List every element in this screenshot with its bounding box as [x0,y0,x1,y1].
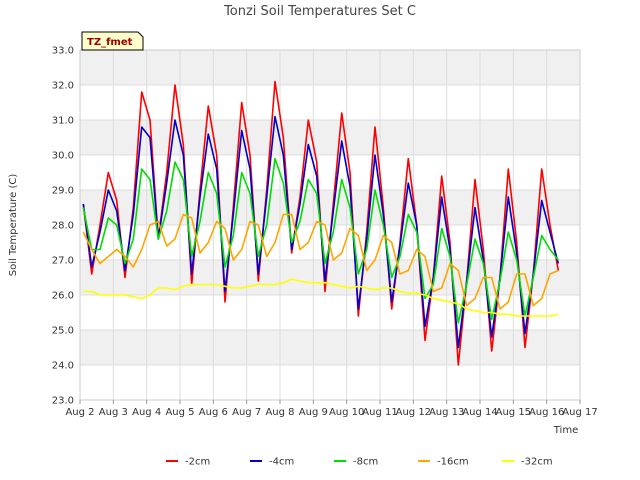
y-tick-label: 33.0 [52,46,74,57]
legend-label: -8cm [353,457,378,468]
x-tick-label: Aug 4 [132,407,161,418]
y-tick-label: 30.0 [52,151,74,162]
y-axis-label: Soil Temperature (C) [8,174,19,277]
x-tick-label: Aug 15 [496,407,531,418]
badge-label: TZ_fmet [87,37,133,48]
x-tick-label: Aug 6 [199,407,228,418]
background-band [80,260,580,295]
y-tick-label: 31.0 [52,116,74,127]
x-tick-label: Aug 11 [362,407,397,418]
y-tick-label: 25.0 [52,326,74,337]
x-tick-label: Aug 7 [232,407,261,418]
y-tick-label: 28.0 [52,221,74,232]
x-tick-label: Aug 9 [299,407,328,418]
x-tick-label: Aug 10 [329,407,364,418]
y-axis-ticks: 23.0 24.0 25.0 26.0 27.0 28.0 29.0 30.0 31.0 32.0… [52,46,74,407]
legend-label: -4cm [269,457,294,468]
x-tick-label: Aug 13 [429,407,464,418]
x-tick-label: Aug 8 [265,407,294,418]
background-band [80,365,580,400]
x-tick-label: Aug 17 [562,407,597,418]
series-line-8cm [82,157,559,324]
background-band [80,85,580,120]
series-line-16cm [82,213,559,310]
background-band [80,50,580,85]
background-band [80,295,580,330]
legend-label: -16cm [437,457,469,468]
y-tick-label: 29.0 [52,186,74,197]
x-tick-label: Aug 5 [165,407,194,418]
series-line-32cm [83,278,559,317]
background-band [80,120,580,155]
x-tick-label: Aug 2 [65,407,94,418]
y-tick-label: 32.0 [52,81,74,92]
x-tick-label: Aug 12 [396,407,431,418]
y-tick-label: 24.0 [52,361,74,372]
x-tick-label: Aug 16 [529,407,564,418]
x-tick-label: Aug 14 [462,407,497,418]
chart-title: Tonzi Soil Temperatures Set C [223,4,416,19]
x-axis-label: Time [553,425,578,436]
y-tick-label: 27.0 [52,256,74,267]
legend-label: -2cm [185,457,210,468]
series-lines [82,80,560,366]
plot-frame [79,49,581,401]
badge: TZ_fmet [81,31,144,51]
y-tick-label: 26.0 [52,291,74,302]
legend-label: -32cm [521,457,553,468]
y-tick-label: 23.0 [52,396,74,407]
background-band [80,330,580,365]
background-band [80,155,580,190]
x-tick-label: Aug 3 [99,407,128,418]
x-axis-ticks: Aug 2 Aug 3 Aug 4 Aug 5 Aug 6 Aug 7 Aug 8 Aug 9… [65,400,598,418]
legend: -2cm -4cm -8cm -16cm -32cm [166,457,553,468]
